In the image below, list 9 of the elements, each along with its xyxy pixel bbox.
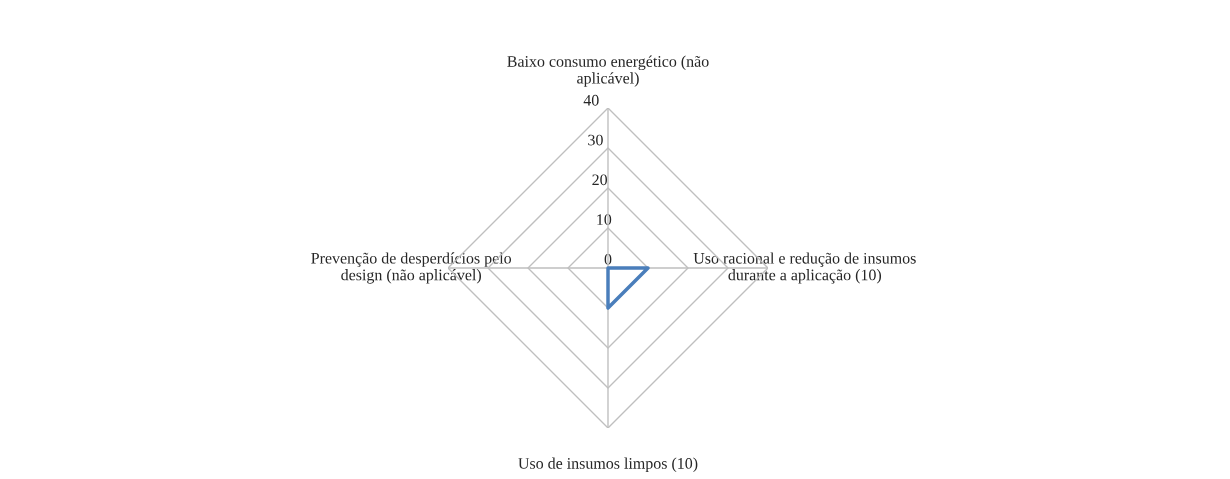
spoke-label: Uso de insumos limpos (10) [518,457,698,473]
y-tick-label: 10 [597,214,612,225]
spoke-label: Uso racional e redução de insumos durante a aplicação (10) [693,252,916,284]
y-tick-label: 20 [592,174,608,186]
spoke-label: Baixo consumo energético (não aplicável) [507,55,709,87]
y-tick-label: 40 [583,94,599,106]
spoke-label: Prevenção de desperdícios pelo design (não aplicável) [311,252,512,284]
y-tick-label: 0 [604,253,612,265]
y-tick-label: 30 [588,134,603,146]
